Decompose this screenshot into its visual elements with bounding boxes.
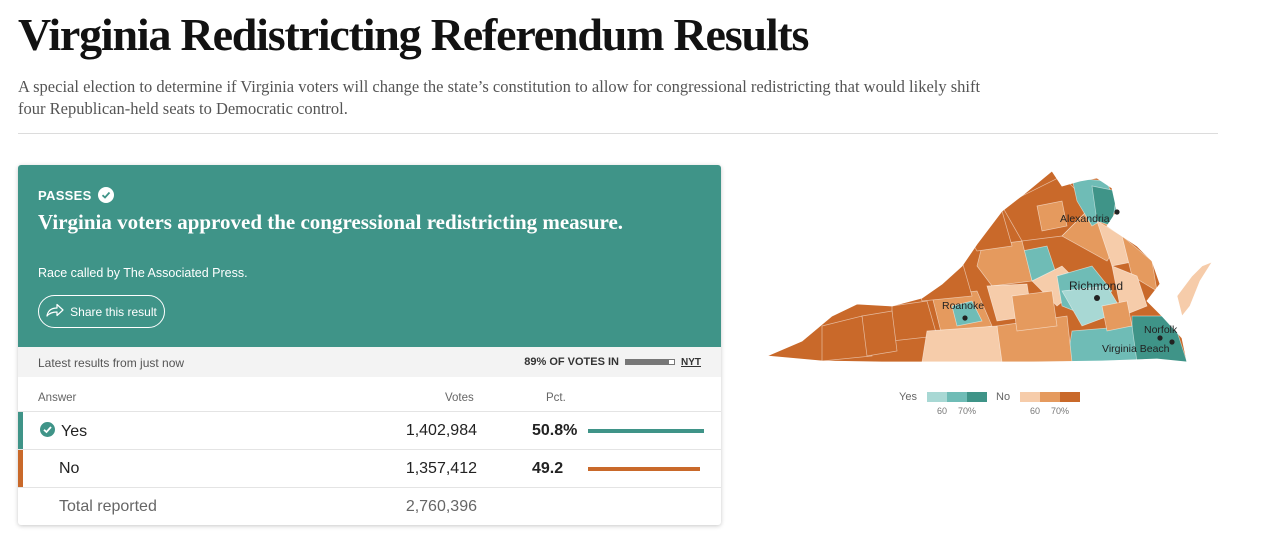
divider <box>18 133 1218 134</box>
answer-no: No <box>59 460 79 478</box>
map-regions <box>767 171 1187 362</box>
share-label: Share this result <box>70 304 157 319</box>
result-status: PASSES <box>38 187 114 203</box>
votes-in-progress <box>625 359 675 365</box>
legend-no-label: No <box>996 391 1011 403</box>
total-label: Total reported <box>59 498 157 515</box>
check-icon <box>97 187 114 203</box>
table-row-no: No 1,357,412 49.2 <box>18 449 721 487</box>
richmond-marker <box>1094 295 1100 301</box>
legend-yes-swatch-60 <box>947 392 968 403</box>
city-label-alexandria: Alexandria <box>1060 213 1110 225</box>
votes-column-header: Votes <box>445 392 474 404</box>
legend-yes-label: Yes <box>899 391 917 403</box>
no-accent-bar <box>18 450 23 487</box>
city-label-richmond: Richmond <box>1069 279 1123 293</box>
table-row-yes: Yes 1,402,984 50.8% <box>18 411 721 449</box>
vote-count: 1,357,412 <box>405 460 477 477</box>
legend-yes: Yes 60 70% <box>899 391 988 416</box>
legend-yes-swatch-50 <box>927 392 948 403</box>
latest-results-text: Latest results from just now <box>38 356 185 370</box>
roanoke-marker <box>962 315 968 321</box>
legend-yes-tick-60: 60 <box>937 406 948 416</box>
eastern-shore-region <box>1176 261 1213 317</box>
city-label-virginia-beach: Virginia Beach <box>1102 343 1170 355</box>
norfolk-marker <box>1157 335 1163 341</box>
answer-label: Yes <box>61 423 88 440</box>
legend-yes-tick-70: 70% <box>958 406 977 416</box>
table-row-total: Total reported 2,760,396 <box>18 487 721 525</box>
answer-yes: Yes <box>40 422 87 442</box>
winner-check-icon <box>40 422 55 442</box>
share-arrow-icon <box>46 303 64 320</box>
answer-label: No <box>59 460 80 477</box>
virginia-beach-marker <box>1169 339 1175 345</box>
legend-yes-swatch-70 <box>967 392 988 403</box>
legend-no-tick-70: 70% <box>1051 406 1070 416</box>
result-headline: Virginia voters approved the congression… <box>38 210 624 234</box>
alexandria-marker <box>1114 209 1120 215</box>
city-label-roanoke: Roanoke <box>942 300 984 312</box>
legend-no-swatch-70 <box>1060 392 1081 403</box>
status-label: PASSES <box>38 187 92 203</box>
race-called-note: Race called by The Associated Press. <box>38 266 248 280</box>
page-title: Virginia Redistricting Referendum Result… <box>18 9 809 60</box>
page-description: A special election to determine if Virgi… <box>18 77 981 118</box>
city-label-norfolk: Norfolk <box>1144 324 1178 336</box>
yes-accent-bar <box>18 412 23 449</box>
reporting-bar: Latest results from just now 89% OF VOTE… <box>18 347 721 377</box>
virginia-results-map[interactable]: Alexandria Richmond Roanoke Norfolk Virg… <box>762 166 1222 366</box>
vote-percent: 49.2 <box>532 460 564 477</box>
share-result-button[interactable]: Share this result <box>38 295 165 328</box>
result-banner: PASSES Virginia voters approved the cong… <box>18 165 721 347</box>
vote-percent: 50.8% <box>532 422 578 439</box>
votes-in-text: 89% OF VOTES IN <box>524 356 619 368</box>
nyt-source-link[interactable]: NYT <box>681 356 701 368</box>
legend-no-tick-60: 60 <box>1030 406 1041 416</box>
total-votes: 2,760,396 <box>405 498 477 515</box>
legend-no-swatch-50 <box>1020 392 1041 403</box>
votes-in-indicator: 89% OF VOTES IN NYT <box>524 356 701 368</box>
percent-bar-no <box>588 467 700 471</box>
vote-count: 1,402,984 <box>405 422 477 439</box>
results-card: PASSES Virginia voters approved the cong… <box>18 165 721 525</box>
answer-column-header: Answer <box>38 392 77 404</box>
legend-no: No 60 70% <box>996 391 1081 416</box>
legend-no-swatch-60 <box>1040 392 1061 403</box>
percent-bar-yes <box>588 429 704 433</box>
pct-column-header: Pct. <box>546 392 566 404</box>
votes-in-progress-fill <box>626 360 669 364</box>
